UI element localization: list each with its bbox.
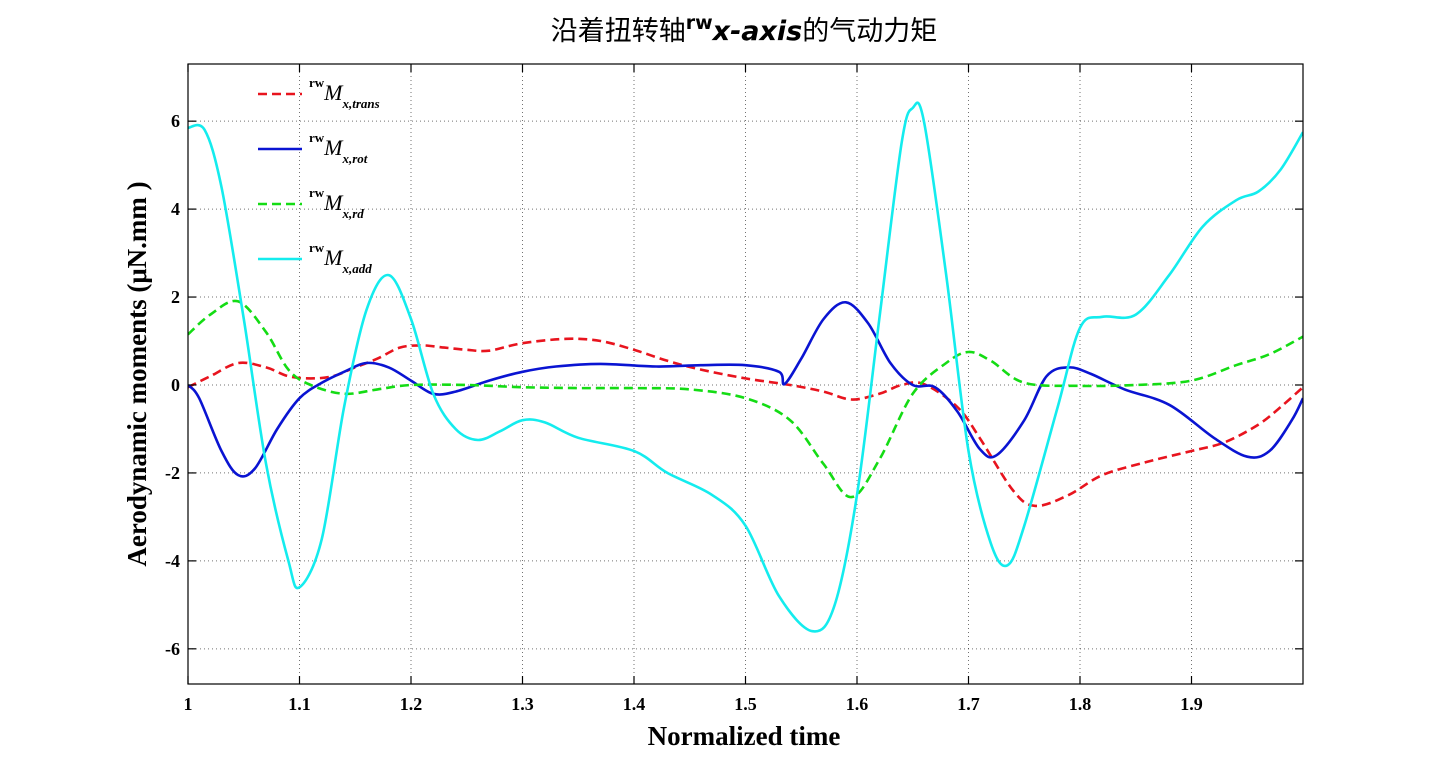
x-tick-label: 1.1 bbox=[288, 694, 311, 714]
legend-label: rwMx,trans bbox=[309, 75, 380, 111]
axis-ticks: 1 1.1 1.2 1.3 1.4 1.5 1.6 1.7 1.8 1.9 -6 -4 -2 0 2 4 6 bbox=[165, 64, 1303, 714]
x-tick-label: 1.8 bbox=[1069, 694, 1092, 714]
x-tick-label: 1 bbox=[184, 694, 193, 714]
series-line-x-add bbox=[188, 101, 1303, 633]
y-tick-label: 4 bbox=[171, 199, 180, 219]
y-tick-label: 6 bbox=[171, 111, 180, 131]
grid bbox=[188, 64, 1303, 684]
y-tick-label: -4 bbox=[165, 551, 180, 571]
legend-item: rwMx,trans bbox=[258, 75, 380, 111]
chart-title-suffix: 的气动力矩 bbox=[802, 16, 937, 47]
y-tick-label: -6 bbox=[165, 639, 180, 659]
x-tick-label: 1.7 bbox=[957, 694, 980, 714]
x-tick-label: 1.2 bbox=[400, 694, 423, 714]
x-tick-label: 1.3 bbox=[511, 694, 534, 714]
chart-title-prefix: 沿着扭转轴 bbox=[551, 16, 686, 47]
legend-item: rwMx,rot bbox=[258, 130, 368, 166]
legend-item: rwMx,rd bbox=[258, 185, 364, 221]
series-line-x-rd bbox=[188, 299, 1303, 499]
series-line-x-rot bbox=[188, 300, 1303, 478]
x-axis-label: Normalized time bbox=[648, 721, 841, 751]
y-tick-label: -2 bbox=[165, 463, 180, 483]
series-layer bbox=[188, 101, 1303, 633]
legend-label: rwMx,add bbox=[309, 240, 372, 276]
x-tick-label: 1.4 bbox=[623, 694, 646, 714]
legend: rwMx,trans rwMx,rot rwMx,rd rwMx,add bbox=[258, 75, 380, 276]
y-tick-label: 0 bbox=[171, 375, 180, 395]
legend-label: rwMx,rot bbox=[309, 130, 368, 166]
y-axis-label: Aerodynamic moments (μN.mm ) bbox=[122, 181, 152, 566]
legend-label: rwMx,rd bbox=[309, 185, 364, 221]
x-tick-label: 1.5 bbox=[734, 694, 757, 714]
y-tick-label: 2 bbox=[171, 287, 180, 307]
x-tick-label: 1.9 bbox=[1180, 694, 1203, 714]
chart-title: 沿着扭转轴rwx-axis的气动力矩 bbox=[551, 12, 938, 47]
legend-item: rwMx,add bbox=[258, 240, 372, 276]
chart-title-superscript: rw bbox=[686, 12, 713, 34]
x-tick-label: 1.6 bbox=[846, 694, 869, 714]
chart-title-italic: x-axis bbox=[711, 16, 803, 47]
